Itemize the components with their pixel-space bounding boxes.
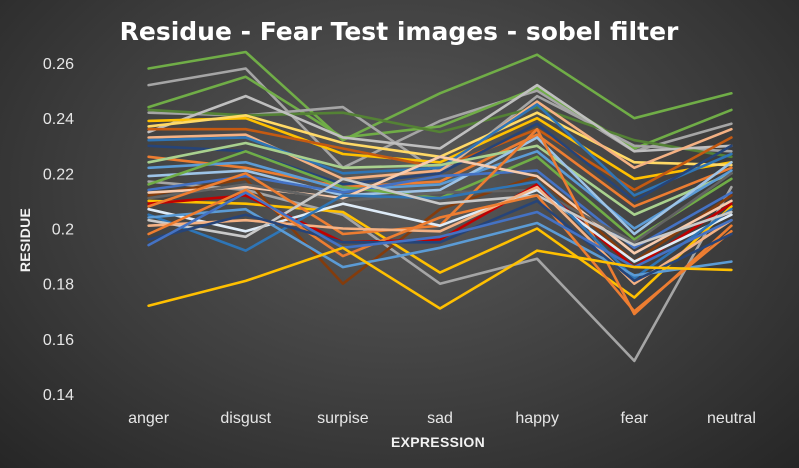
- series-line-16: [147, 136, 733, 236]
- series-line-27: [147, 180, 733, 280]
- series-line-6: [147, 83, 733, 153]
- x-tick-label: sad: [427, 410, 453, 427]
- x-tick-label: happy: [515, 410, 559, 427]
- series-line-22: [147, 172, 733, 244]
- y-tick-label: 0.26: [43, 56, 74, 73]
- y-tick-label: 0.16: [43, 332, 74, 349]
- series-line-7: [147, 116, 733, 181]
- x-tick-label: neutral: [707, 410, 756, 427]
- x-tick-label: anger: [128, 410, 170, 427]
- series-line-1: [147, 50, 733, 142]
- x-axis-ticks: anger disgust surpise sad happy fear neutral: [128, 410, 756, 427]
- y-tick-label: 0.14: [43, 387, 74, 404]
- series-line-11: [147, 103, 733, 197]
- series-line-34: [147, 246, 733, 310]
- series-line-10: [147, 100, 733, 181]
- series-layer: [147, 50, 733, 363]
- x-tick-label: disgust: [220, 410, 271, 427]
- series-line-15: [147, 150, 733, 230]
- series-line-32: [147, 199, 733, 283]
- x-tick-label: surpise: [317, 410, 369, 427]
- x-tick-label: fear: [620, 410, 648, 427]
- series-line-19: [147, 169, 733, 250]
- y-axis-title: RESIDUE: [17, 208, 33, 272]
- y-tick-label: 0.22: [43, 166, 74, 183]
- series-line-30: [147, 185, 733, 286]
- series-line-26: [147, 188, 733, 263]
- series-line-29: [147, 177, 733, 247]
- series-line-31: [147, 188, 733, 313]
- series-line-3: [147, 75, 733, 150]
- y-tick-label: 0.24: [43, 111, 74, 128]
- series-line-21: [147, 155, 733, 255]
- chart-title: Residue - Fear Test images - sobel filte…: [120, 17, 679, 46]
- x-axis-title: EXPRESSION: [391, 434, 485, 450]
- y-axis-ticks: 0.14 0.16 0.18 0.2 0.22 0.24 0.26: [43, 56, 74, 404]
- y-tick-label: 0.18: [43, 277, 74, 294]
- series-line-14: [147, 141, 733, 216]
- series-line-13: [147, 133, 733, 208]
- series-line-23: [147, 199, 733, 299]
- series-line-28: [147, 207, 733, 277]
- y-tick-label: 0.2: [52, 222, 74, 239]
